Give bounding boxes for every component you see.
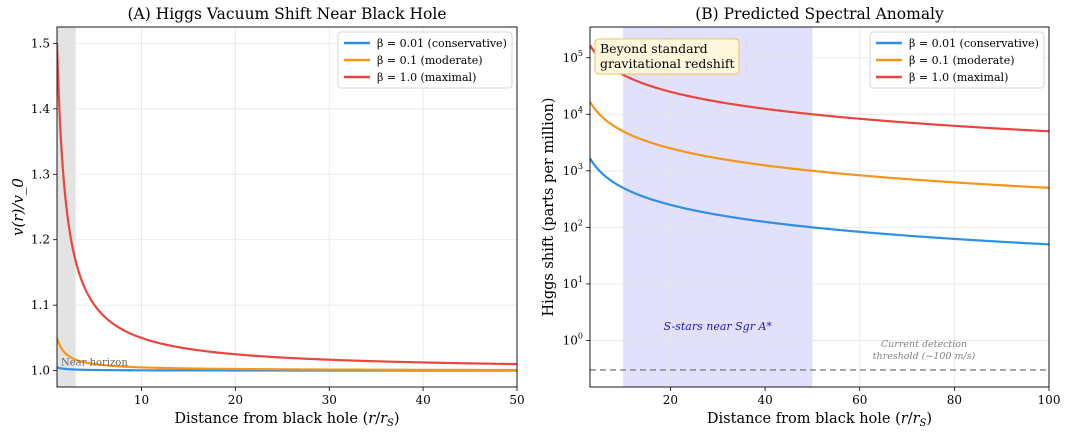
- x-axis-label-slash: /: [375, 411, 380, 427]
- y-tick-label: 102: [563, 218, 583, 234]
- x-tick-label: 20: [663, 393, 678, 407]
- y-tick-label: 103: [563, 162, 583, 178]
- plot-frame: [589, 26, 1050, 388]
- threshold-label-line2: threshold (~100 m/s): [873, 351, 976, 362]
- shaded-region-label: Near horizon: [61, 358, 128, 369]
- plot-frame: [56, 26, 518, 388]
- threshold-label-line1: Current detection: [881, 339, 967, 350]
- x-axis-label: Distance from black hole (r/rS): [707, 411, 932, 429]
- y-tick-label: 1.0: [31, 364, 50, 378]
- y-tick-base: 10: [563, 164, 578, 178]
- y-tick-label: 100: [563, 331, 583, 347]
- panel-a-chart: 10 20 30 40 50 1.0 1.1 1.2 1.3 1.4 1.5 (A) Higgs Va…: [9, 5, 525, 429]
- y-axis-label: Higgs shift (parts per million): [541, 98, 557, 317]
- x-axis-label-slash: /: [908, 411, 913, 427]
- y-axis-label: v(r)/v_0: [9, 178, 27, 236]
- series-line-1: [590, 101, 1049, 189]
- x-tick-label: 50: [509, 393, 524, 407]
- y-tick-exponent: 4: [578, 105, 583, 114]
- x-axis-label-sub: S: [387, 418, 394, 429]
- y-tick-exponent: 5: [578, 49, 583, 58]
- series-line-2: [590, 44, 1049, 133]
- x-axis-label-var: r: [901, 411, 909, 427]
- y-tick-label: 105: [563, 49, 583, 65]
- annotation-line2: gravitational redshift: [600, 56, 734, 71]
- y-tick-base: 10: [563, 220, 578, 234]
- y-tick-label: 104: [563, 105, 583, 121]
- x-tick-label: 60: [852, 393, 867, 407]
- series-line-1: [57, 337, 517, 372]
- chart-title: (A) Higgs Vacuum Shift Near Black Hole: [127, 5, 446, 23]
- y-tick-label: 1.4: [31, 102, 50, 116]
- y-tick-base: 10: [563, 277, 578, 291]
- x-tick-label: 80: [947, 393, 962, 407]
- x-axis-label-var: r: [368, 411, 376, 427]
- y-tick-label: 1.3: [31, 167, 50, 181]
- y-tick-label: 1.5: [31, 36, 50, 50]
- legend-label: β = 0.1 (moderate): [377, 54, 483, 67]
- chart-title: (B) Predicted Spectral Anomaly: [695, 5, 944, 23]
- series-line-2: [57, 43, 517, 366]
- x-axis-label-var2: r: [380, 411, 388, 427]
- series-line-0: [590, 157, 1049, 246]
- x-tick-label: 100: [1038, 393, 1061, 407]
- x-tick-label: 30: [322, 393, 337, 407]
- y-tick-base: 10: [563, 51, 578, 65]
- shaded-region: [623, 27, 813, 387]
- y-tick-label: 1.1: [31, 298, 50, 312]
- x-axis-label-close: ): [394, 411, 400, 427]
- x-tick-label: 40: [415, 393, 430, 407]
- y-tick-base: 10: [563, 107, 578, 121]
- y-tick-base: 10: [563, 333, 578, 347]
- x-tick-label: 20: [228, 393, 243, 407]
- legend-box: [337, 31, 513, 89]
- x-tick-label: 10: [134, 393, 149, 407]
- x-axis-label-var2: r: [913, 411, 921, 427]
- legend-label: β = 0.01 (conservative): [377, 37, 507, 50]
- shaded-region-label: S-stars near Sgr A*: [664, 320, 773, 333]
- y-tick-exponent: 2: [578, 218, 583, 227]
- legend-box: [869, 31, 1045, 89]
- y-tick-exponent: 0: [578, 331, 583, 340]
- x-axis-label-text: Distance from black hole (: [174, 411, 368, 427]
- legend-label: β = 1.0 (maximal): [377, 71, 476, 84]
- annotation-line1: Beyond standard: [600, 41, 708, 56]
- legend-label: β = 0.1 (moderate): [909, 54, 1015, 67]
- x-tick-label: 40: [757, 393, 772, 407]
- y-tick-exponent: 1: [578, 275, 583, 284]
- x-axis-label-close: ): [926, 411, 932, 427]
- annotation-box: [594, 38, 740, 75]
- x-axis-label: Distance from black hole (r/rS): [174, 411, 399, 429]
- y-tick-label: 1.2: [31, 233, 50, 247]
- x-axis-label-sub: S: [920, 418, 927, 429]
- legend-label: β = 1.0 (maximal): [909, 71, 1008, 84]
- x-axis-label-text: Distance from black hole (: [707, 411, 901, 427]
- y-tick-label: 101: [563, 275, 583, 291]
- legend-label: β = 0.01 (conservative): [909, 37, 1039, 50]
- y-tick-exponent: 3: [578, 162, 583, 171]
